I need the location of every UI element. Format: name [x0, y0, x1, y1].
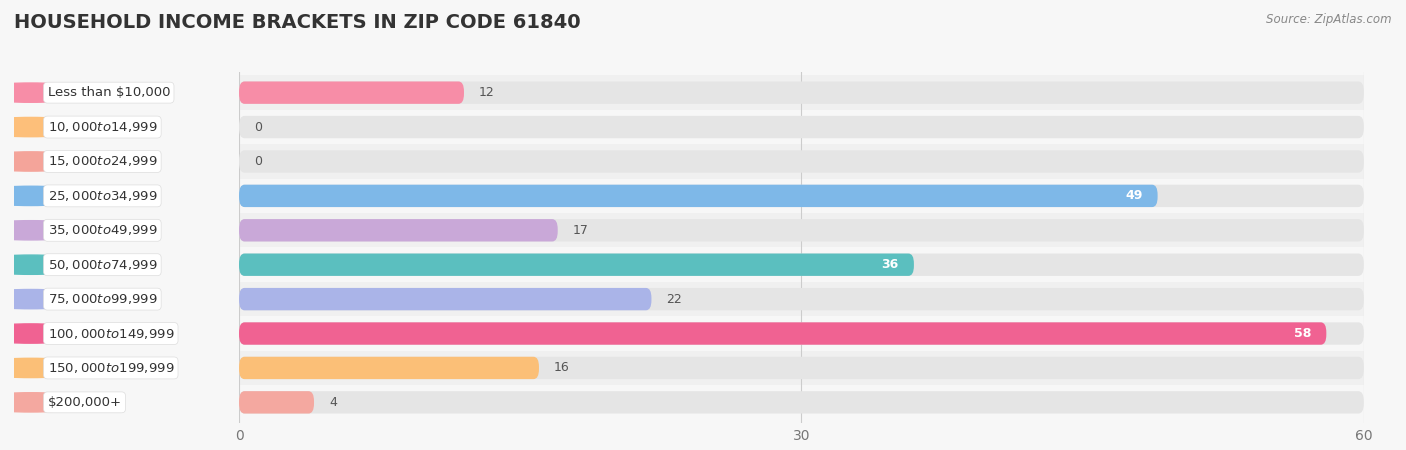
- Bar: [239, 213, 1364, 248]
- Text: Source: ZipAtlas.com: Source: ZipAtlas.com: [1267, 14, 1392, 27]
- Circle shape: [0, 186, 98, 206]
- Bar: [239, 351, 1364, 385]
- Bar: [239, 282, 1364, 316]
- FancyBboxPatch shape: [239, 288, 651, 310]
- FancyBboxPatch shape: [239, 391, 1364, 414]
- Text: 0: 0: [254, 155, 262, 168]
- Text: $75,000 to $99,999: $75,000 to $99,999: [48, 292, 157, 306]
- Text: 0: 0: [254, 121, 262, 134]
- FancyBboxPatch shape: [239, 253, 914, 276]
- FancyBboxPatch shape: [239, 219, 558, 242]
- Text: $150,000 to $199,999: $150,000 to $199,999: [48, 361, 174, 375]
- Text: $10,000 to $14,999: $10,000 to $14,999: [48, 120, 157, 134]
- FancyBboxPatch shape: [239, 184, 1157, 207]
- Text: $200,000+: $200,000+: [48, 396, 121, 409]
- Text: $50,000 to $74,999: $50,000 to $74,999: [48, 258, 157, 272]
- FancyBboxPatch shape: [239, 219, 1364, 242]
- Text: 16: 16: [554, 361, 569, 374]
- Bar: [239, 385, 1364, 419]
- FancyBboxPatch shape: [239, 116, 1364, 138]
- FancyBboxPatch shape: [239, 253, 1364, 276]
- Text: $35,000 to $49,999: $35,000 to $49,999: [48, 223, 157, 237]
- Text: $15,000 to $24,999: $15,000 to $24,999: [48, 154, 157, 168]
- Circle shape: [0, 255, 98, 274]
- Text: 49: 49: [1125, 189, 1143, 202]
- FancyBboxPatch shape: [239, 81, 464, 104]
- Text: 4: 4: [329, 396, 337, 409]
- Text: Less than $10,000: Less than $10,000: [48, 86, 170, 99]
- Text: $100,000 to $149,999: $100,000 to $149,999: [48, 327, 174, 341]
- Circle shape: [0, 152, 98, 171]
- Text: 58: 58: [1294, 327, 1312, 340]
- Circle shape: [0, 289, 98, 309]
- Circle shape: [0, 83, 98, 102]
- FancyBboxPatch shape: [239, 322, 1364, 345]
- FancyBboxPatch shape: [239, 184, 1364, 207]
- Circle shape: [0, 393, 98, 412]
- Text: 12: 12: [479, 86, 495, 99]
- Text: 22: 22: [666, 292, 682, 306]
- Bar: [239, 110, 1364, 144]
- FancyBboxPatch shape: [239, 322, 1326, 345]
- Text: 36: 36: [882, 258, 898, 271]
- Bar: [239, 316, 1364, 351]
- Text: 17: 17: [572, 224, 589, 237]
- FancyBboxPatch shape: [239, 150, 1364, 173]
- Circle shape: [0, 358, 98, 378]
- Bar: [239, 76, 1364, 110]
- Circle shape: [0, 324, 98, 343]
- Bar: [239, 179, 1364, 213]
- FancyBboxPatch shape: [239, 357, 1364, 379]
- Circle shape: [0, 220, 98, 240]
- Text: HOUSEHOLD INCOME BRACKETS IN ZIP CODE 61840: HOUSEHOLD INCOME BRACKETS IN ZIP CODE 61…: [14, 14, 581, 32]
- FancyBboxPatch shape: [239, 288, 1364, 310]
- FancyBboxPatch shape: [239, 391, 314, 414]
- FancyBboxPatch shape: [239, 357, 538, 379]
- FancyBboxPatch shape: [239, 81, 1364, 104]
- Bar: [239, 248, 1364, 282]
- Bar: [239, 144, 1364, 179]
- Circle shape: [0, 117, 98, 137]
- Text: $25,000 to $34,999: $25,000 to $34,999: [48, 189, 157, 203]
